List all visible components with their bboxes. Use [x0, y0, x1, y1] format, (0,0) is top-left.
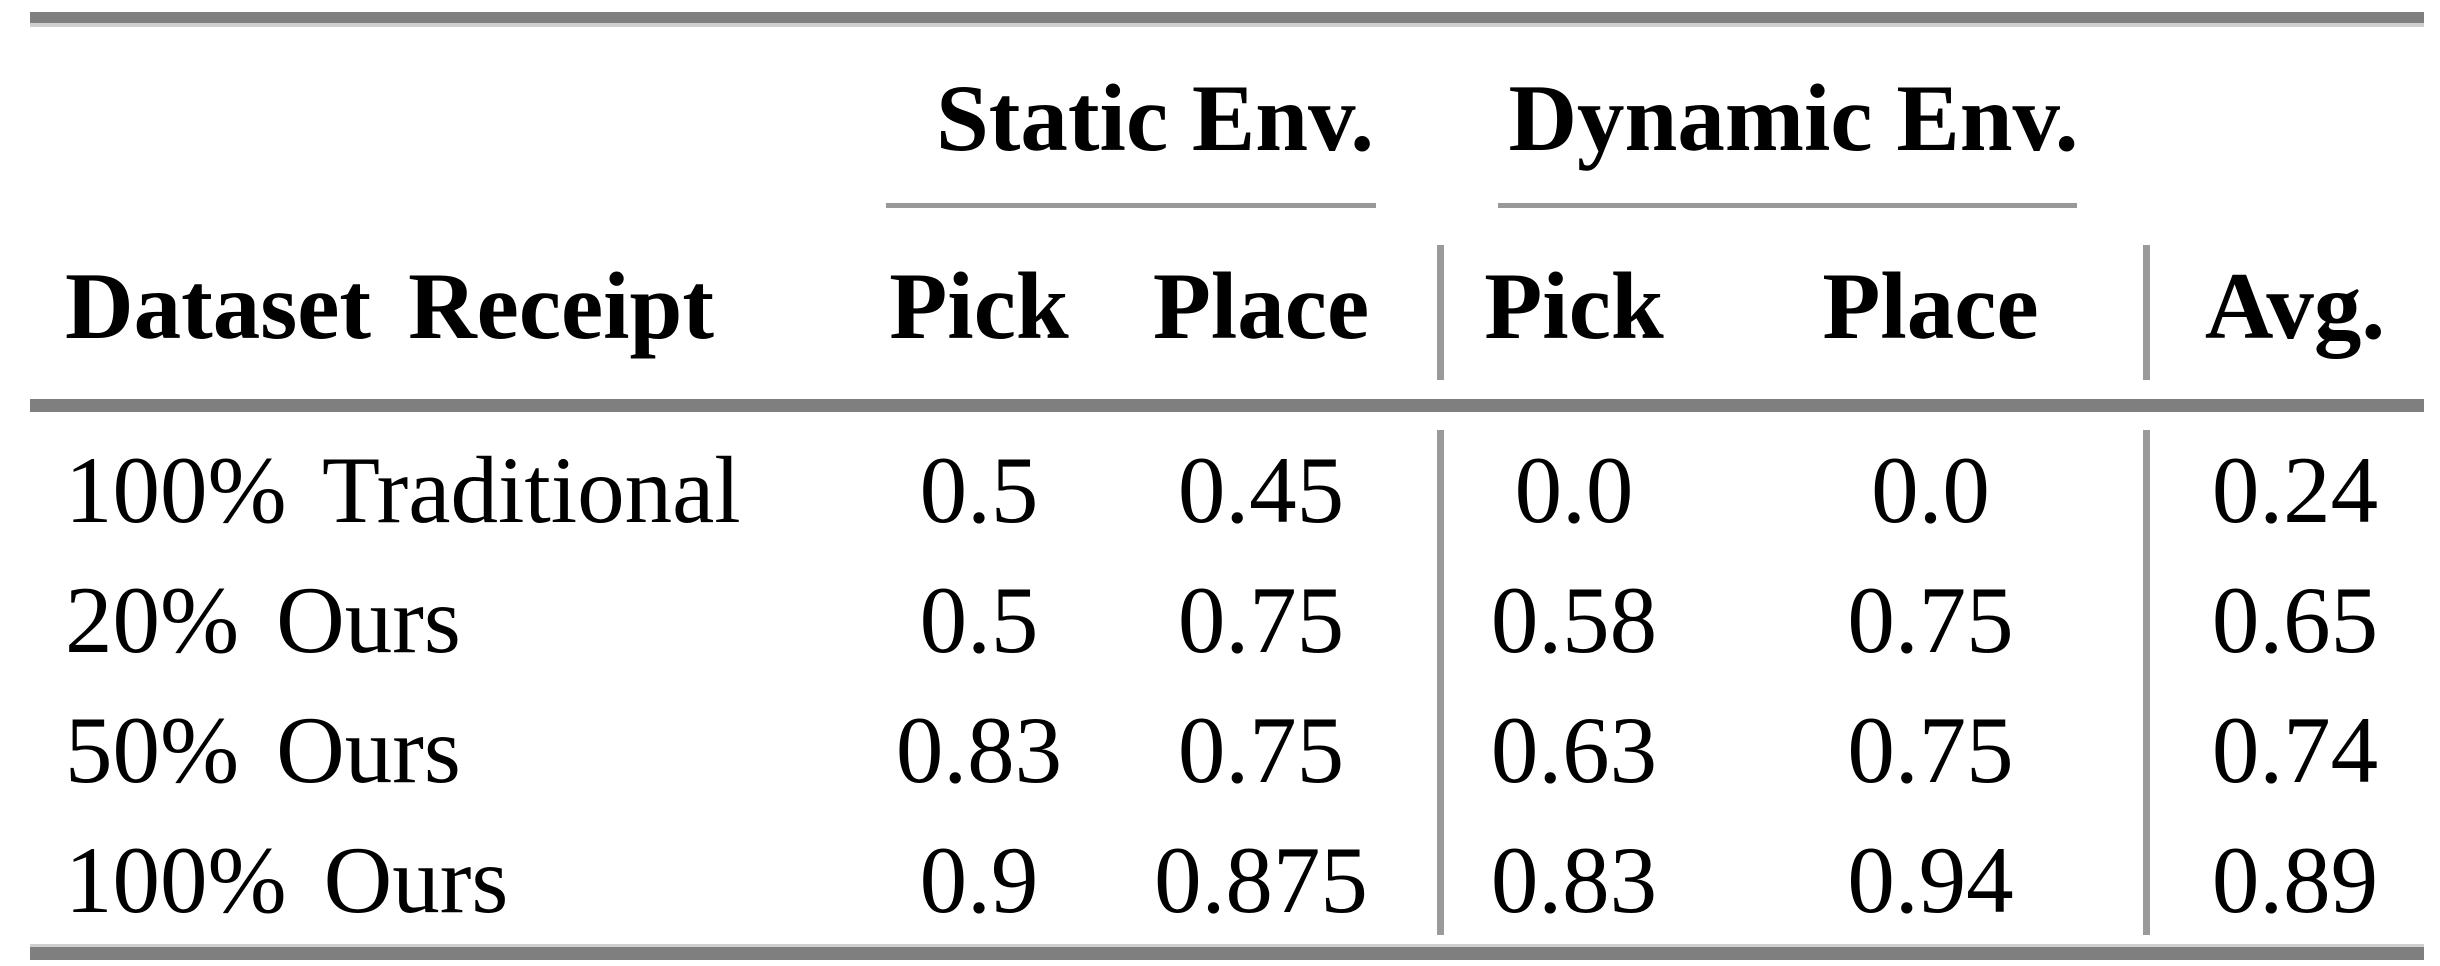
row-label: 50% Ours — [65, 696, 461, 803]
dynamic-place-value: 0.94 — [1847, 826, 2014, 933]
dynamic-pick-value: 0.58 — [1490, 566, 1658, 673]
dynamic-env-underline — [1498, 203, 2077, 208]
top-rule — [30, 12, 2424, 27]
row-label: 20% Ours — [65, 566, 461, 673]
static-place-value: 0.875 — [1154, 826, 1368, 933]
col-header-dynamic-place: Place — [1822, 252, 2039, 359]
table-row: 20% Ours 0.5 0.75 0.58 0.75 0.65 — [0, 555, 2440, 685]
dynamic-pick-value: 0.83 — [1490, 826, 1658, 933]
dynamic-place-value: 0.75 — [1847, 566, 2014, 673]
col-header-static-pick: Pick — [889, 252, 1069, 359]
dynamic-env-group-header: Dynamic Env. — [1508, 65, 2079, 171]
column-header-row: Dataset Receipt Pick Place Pick Place Av… — [0, 240, 2440, 372]
dynamic-pick-value: 0.63 — [1490, 696, 1658, 803]
vertical-rule-static-dynamic-header — [1437, 245, 1444, 380]
static-place-value: 0.75 — [1177, 566, 1345, 673]
avg-value: 0.89 — [2211, 826, 2379, 933]
avg-value: 0.65 — [2211, 566, 2379, 673]
static-pick-value: 0.9 — [919, 826, 1039, 933]
static-place-value: 0.75 — [1177, 696, 1345, 803]
dynamic-place-value: 0.0 — [1871, 436, 1990, 543]
col-header-dataset-receipt: Dataset Receipt — [65, 252, 715, 359]
row-label: 100% Ours — [65, 826, 509, 933]
header-separator-rule — [30, 399, 2424, 412]
bottom-rule — [30, 944, 2424, 960]
static-place-value: 0.45 — [1177, 436, 1345, 543]
static-pick-value: 0.5 — [919, 436, 1039, 543]
table-row: 100% Ours 0.9 0.875 0.83 0.94 0.89 — [0, 815, 2440, 945]
col-header-dynamic-pick: Pick — [1484, 252, 1664, 359]
col-header-static-place: Place — [1152, 252, 1370, 359]
avg-value: 0.74 — [2211, 696, 2379, 803]
avg-value: 0.24 — [2211, 436, 2379, 543]
vertical-rule-static-dynamic-body — [1437, 430, 1444, 935]
table-row: 50% Ours 0.83 0.75 0.63 0.75 0.74 — [0, 685, 2440, 815]
dynamic-pick-value: 0.0 — [1514, 436, 1634, 543]
table-row: 100% Traditional 0.5 0.45 0.0 0.0 0.24 — [0, 425, 2440, 555]
row-label: 100% Traditional — [65, 436, 741, 543]
vertical-rule-dynamic-avg-body — [2143, 430, 2150, 935]
static-pick-value: 0.83 — [895, 696, 1063, 803]
dynamic-place-value: 0.75 — [1847, 696, 2014, 803]
vertical-rule-dynamic-avg-header — [2143, 245, 2150, 380]
col-header-avg: Avg. — [2204, 252, 2386, 359]
static-pick-value: 0.5 — [919, 566, 1039, 673]
group-header-row: Static Env. Dynamic Env. — [0, 38, 2440, 198]
static-env-group-header: Static Env. — [935, 65, 1375, 171]
static-env-underline — [886, 203, 1376, 208]
